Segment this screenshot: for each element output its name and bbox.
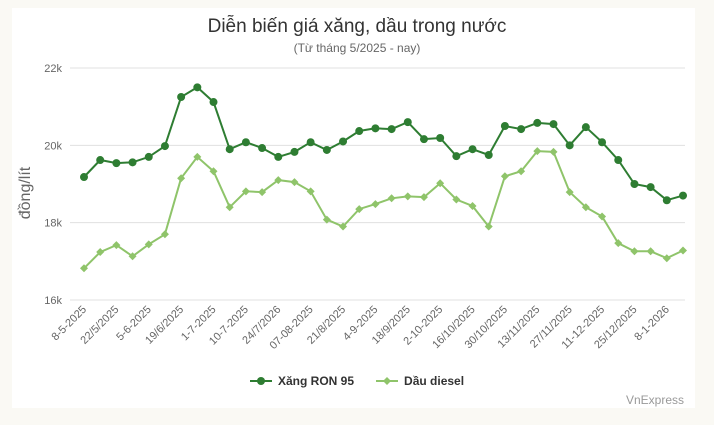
data-point[interactable]	[339, 137, 348, 146]
data-point[interactable]	[403, 192, 412, 201]
data-point[interactable]	[225, 145, 234, 154]
data-point[interactable]	[371, 124, 380, 133]
data-point[interactable]	[128, 252, 137, 261]
data-point[interactable]	[258, 188, 267, 197]
data-point[interactable]	[517, 167, 526, 176]
data-point[interactable]	[598, 212, 607, 221]
data-point[interactable]	[484, 151, 493, 159]
data-point[interactable]	[630, 247, 639, 256]
data-point[interactable]	[225, 203, 234, 212]
source-credit: VnExpress	[625, 393, 684, 407]
x-tick-label: 8-1-2026	[632, 304, 672, 344]
chart-title: Diễn biến giá xăng, dầu trong nước	[207, 16, 507, 37]
data-point[interactable]	[452, 152, 461, 161]
data-point[interactable]	[209, 167, 218, 176]
data-point[interactable]	[160, 142, 169, 151]
data-point[interactable]	[274, 152, 283, 161]
data-point[interactable]	[533, 147, 542, 156]
data-point[interactable]	[517, 125, 526, 134]
data-point[interactable]	[598, 138, 607, 147]
data-point[interactable]	[80, 173, 88, 182]
data-point[interactable]	[500, 172, 509, 181]
data-point[interactable]	[500, 122, 509, 130]
data-point[interactable]	[452, 195, 461, 204]
legend-label: Dầu diesel	[404, 374, 465, 388]
chart-panel	[12, 8, 695, 408]
data-point[interactable]	[419, 135, 428, 144]
data-point[interactable]	[339, 222, 348, 231]
data-point[interactable]	[258, 144, 267, 153]
data-point[interactable]	[387, 125, 396, 134]
legend-item-ron95[interactable]: Xăng RON 95	[250, 374, 354, 388]
data-point[interactable]	[322, 145, 331, 154]
data-point[interactable]	[581, 123, 590, 132]
data-point[interactable]	[419, 193, 428, 202]
data-point[interactable]	[322, 215, 331, 224]
data-point[interactable]	[646, 247, 655, 256]
data-point[interactable]	[177, 93, 186, 101]
data-point[interactable]	[565, 141, 574, 150]
data-point[interactable]	[549, 147, 558, 156]
data-point[interactable]	[549, 120, 558, 129]
legend: Xăng RON 95 Dầu diesel	[250, 374, 464, 388]
data-point[interactable]	[679, 246, 687, 255]
data-point[interactable]	[177, 174, 186, 183]
data-point[interactable]	[403, 118, 412, 127]
data-point[interactable]	[436, 179, 445, 188]
data-point[interactable]	[646, 183, 655, 192]
data-point[interactable]	[241, 187, 250, 196]
data-point[interactable]	[80, 264, 88, 273]
y-tick-label: 20k	[44, 140, 62, 152]
data-point[interactable]	[144, 152, 153, 161]
data-point[interactable]	[209, 98, 218, 107]
diamond-marker-icon	[376, 377, 399, 385]
data-point[interactable]	[371, 200, 380, 209]
data-point[interactable]	[630, 180, 639, 188]
series-line	[83, 86, 684, 202]
data-point[interactable]	[355, 205, 364, 214]
data-point[interactable]	[306, 187, 315, 196]
y-tick-label: 16k	[44, 295, 62, 307]
y-tick-label: 22k	[44, 63, 62, 75]
legend-item-diesel[interactable]: Dầu diesel	[376, 374, 464, 388]
data-point[interactable]	[355, 127, 364, 136]
data-point[interactable]	[193, 83, 202, 92]
data-point[interactable]	[533, 118, 542, 127]
data-point[interactable]	[290, 178, 299, 187]
y-tick-label: 18k	[44, 218, 62, 230]
data-point[interactable]	[614, 156, 623, 165]
data-point[interactable]	[193, 152, 202, 161]
legend-label: Xăng RON 95	[278, 374, 355, 388]
data-point[interactable]	[144, 240, 153, 249]
series-line	[83, 150, 684, 270]
data-point[interactable]	[160, 230, 169, 239]
data-point[interactable]	[468, 145, 477, 154]
data-point[interactable]	[128, 158, 137, 167]
data-point[interactable]	[436, 133, 445, 142]
data-point[interactable]	[112, 159, 121, 168]
data-point[interactable]	[96, 156, 105, 165]
data-point[interactable]	[387, 194, 396, 203]
data-point[interactable]	[306, 138, 315, 147]
data-point[interactable]	[241, 138, 250, 147]
data-point[interactable]	[581, 203, 590, 212]
circle-marker-icon	[250, 377, 272, 385]
data-point[interactable]	[290, 147, 299, 156]
data-point[interactable]	[679, 191, 687, 200]
data-point[interactable]	[662, 196, 671, 205]
data-point[interactable]	[112, 241, 121, 250]
data-point[interactable]	[662, 254, 671, 263]
data-point[interactable]	[274, 176, 283, 185]
data-point[interactable]	[484, 222, 493, 231]
chart-subtitle: (Từ tháng 5/2025 - nay)	[293, 41, 421, 55]
data-point[interactable]	[614, 239, 623, 248]
data-point[interactable]	[565, 188, 574, 197]
data-point[interactable]	[96, 248, 105, 257]
data-point[interactable]	[468, 202, 477, 211]
